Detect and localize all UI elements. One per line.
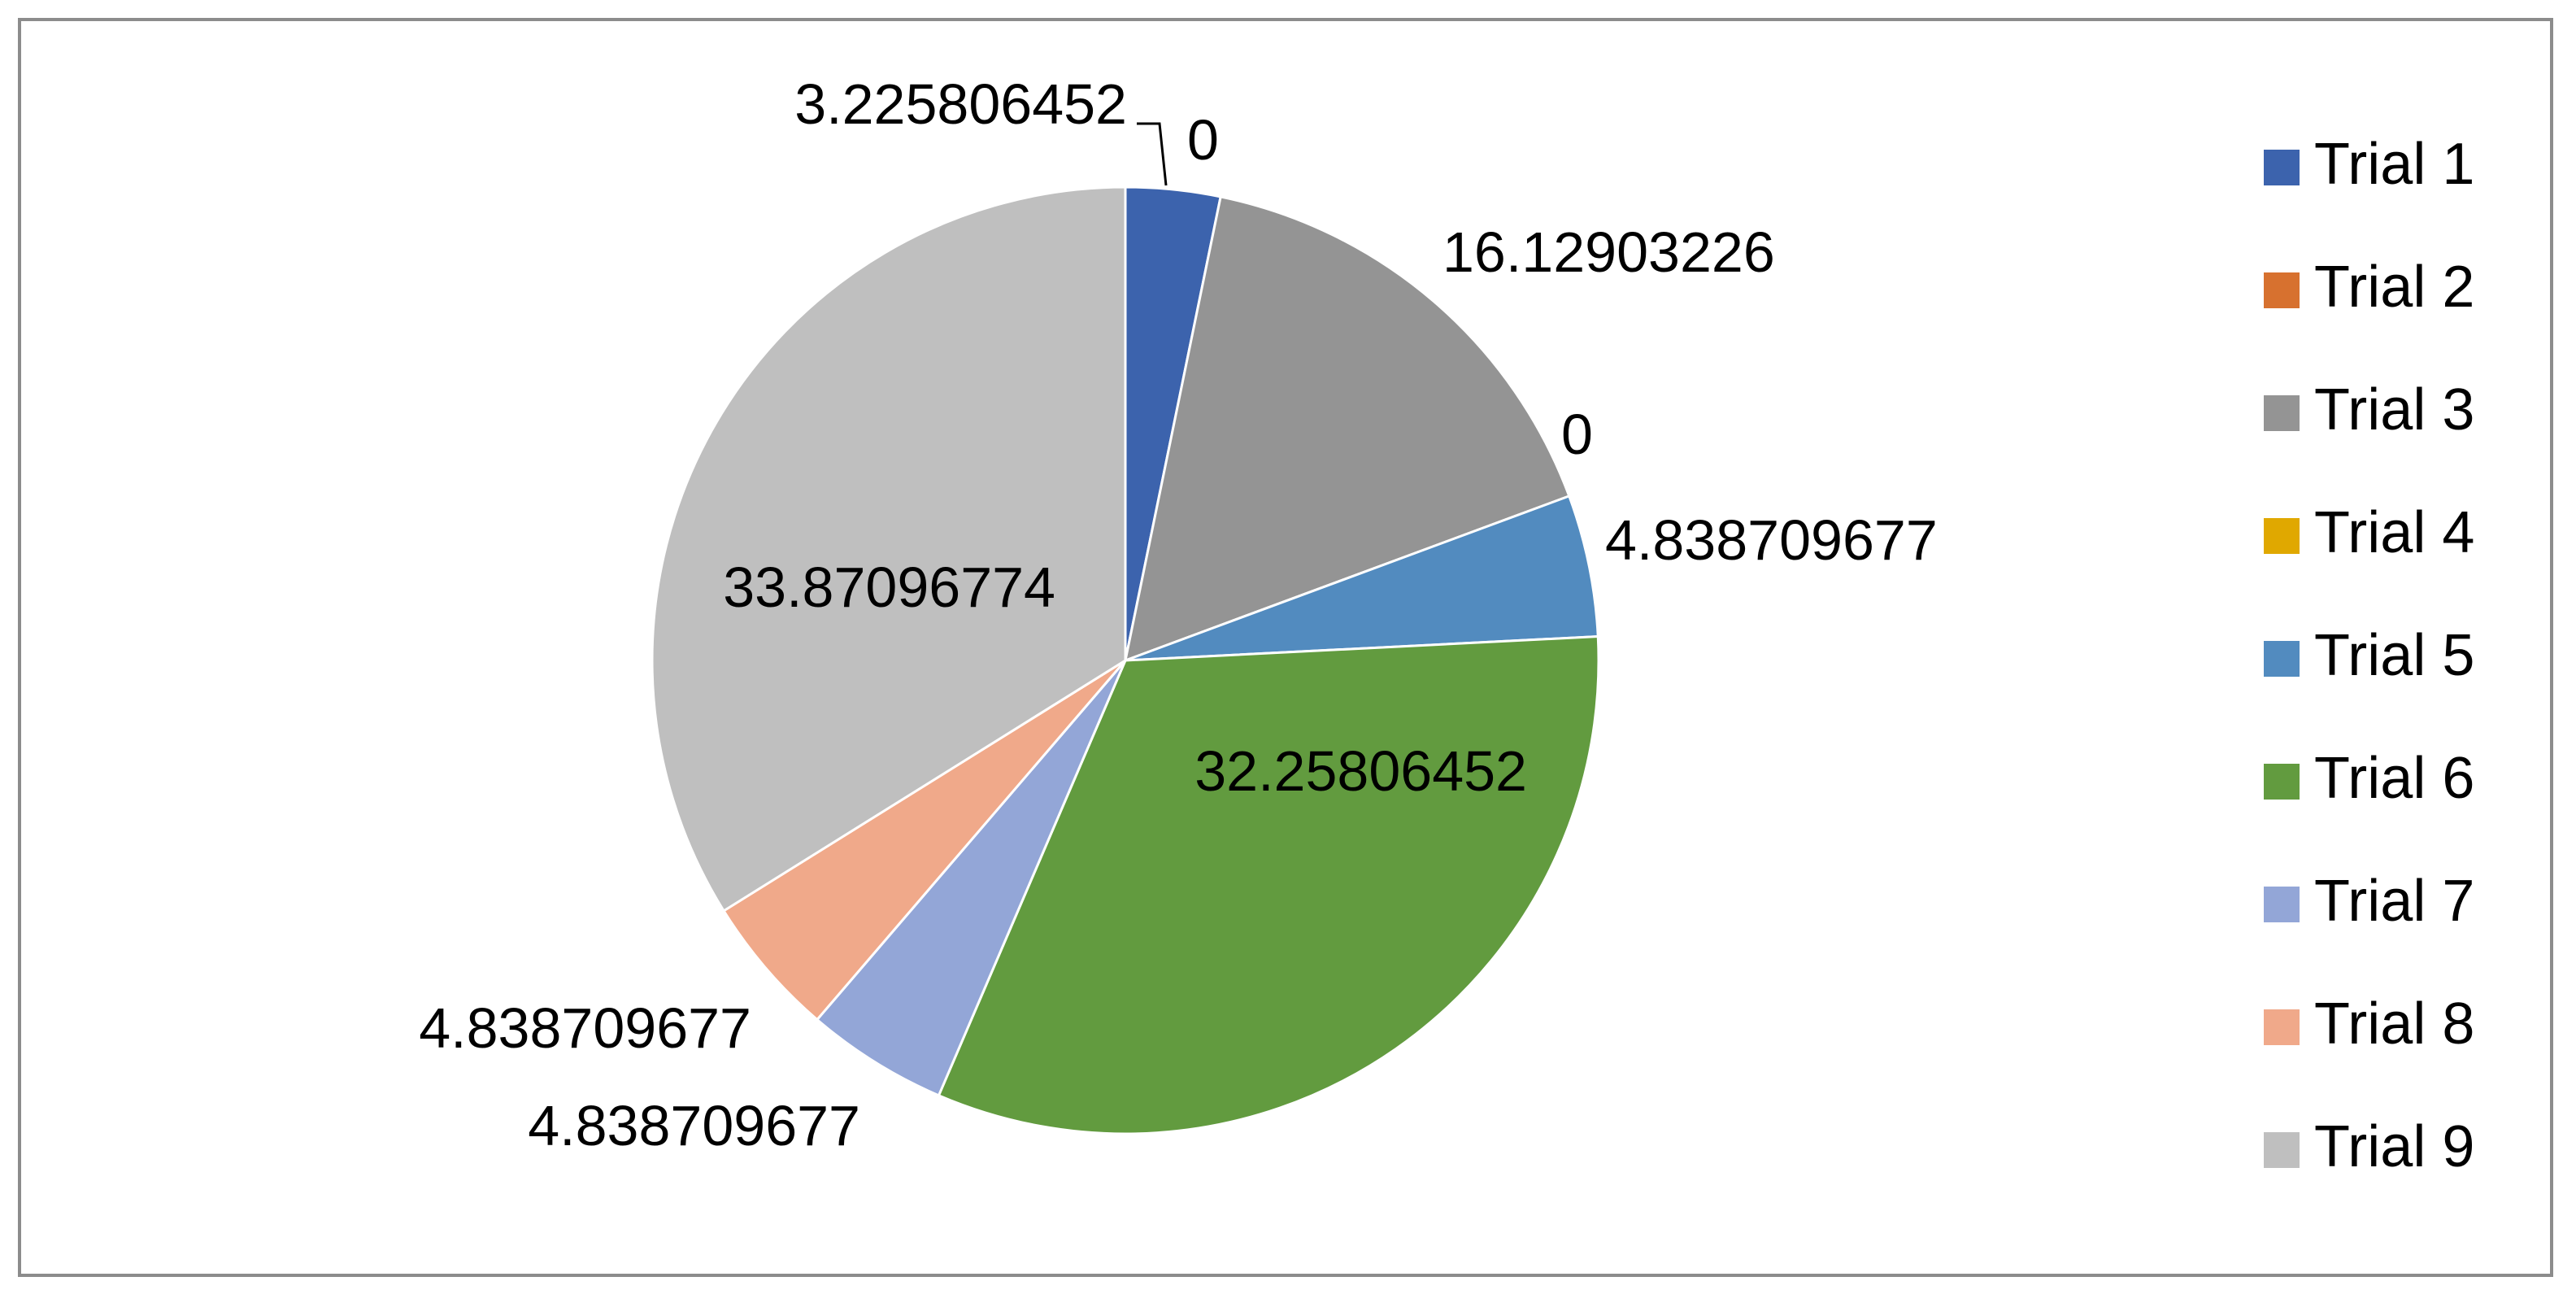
- legend-swatch-trial-5: [2264, 641, 2300, 677]
- legend-label-trial-9: Trial 9: [2314, 1114, 2474, 1179]
- legend-swatch-trial-1: [2264, 150, 2300, 185]
- legend-item-trial-1: Trial 1: [2264, 132, 2474, 197]
- legend-item-trial-8: Trial 8: [2264, 991, 2474, 1057]
- legend: Trial 1 Trial 2 Trial 3 Trial 4 Trial 5 Trial…: [2264, 132, 2474, 1179]
- data-label-trial-2: 0: [1187, 108, 1219, 172]
- leader-line-trial-1: [1137, 122, 1168, 186]
- legend-label-trial-4: Trial 4: [2314, 500, 2474, 565]
- legend-label-trial-2: Trial 2: [2314, 255, 2474, 320]
- legend-swatch-trial-2: [2264, 272, 2300, 308]
- pie-slice-trial-6: [937, 634, 1600, 1135]
- legend-label-trial-1: Trial 1: [2314, 132, 2474, 197]
- legend-label-trial-6: Trial 6: [2314, 746, 2474, 811]
- data-label-trial-8: 4.838709677: [419, 996, 751, 1060]
- legend-label-trial-7: Trial 7: [2314, 869, 2474, 934]
- legend-item-trial-5: Trial 5: [2264, 623, 2474, 688]
- pie-slices: [651, 185, 1600, 1135]
- legend-swatch-trial-9: [2264, 1132, 2300, 1168]
- legend-label-trial-3: Trial 3: [2314, 377, 2474, 442]
- data-labels: 3.225806452016.1290322604.83870967732.25…: [419, 72, 1938, 1157]
- legend-item-trial-7: Trial 7: [2264, 869, 2474, 934]
- legend-swatch-trial-6: [2264, 764, 2300, 800]
- pie-slice-trial-7: [815, 660, 1127, 1097]
- pie-slice-trial-5: [1125, 494, 1599, 662]
- data-label-trial-6: 32.25806452: [1194, 739, 1527, 803]
- pie-slice-trial-8: [722, 659, 1127, 1022]
- legend-label-trial-5: Trial 5: [2314, 623, 2474, 688]
- data-label-trial-3: 16.12903226: [1442, 220, 1775, 284]
- legend-swatch-trial-8: [2264, 1009, 2300, 1045]
- legend-item-trial-2: Trial 2: [2264, 255, 2474, 320]
- legend-item-trial-9: Trial 9: [2264, 1114, 2474, 1179]
- legend-item-trial-3: Trial 3: [2264, 377, 2474, 442]
- legend-swatch-trial-7: [2264, 887, 2300, 922]
- legend-item-trial-6: Trial 6: [2264, 746, 2474, 811]
- legend-label-trial-8: Trial 8: [2314, 991, 2474, 1057]
- data-label-trial-5: 4.838709677: [1605, 508, 1938, 572]
- data-label-trial-9: 33.87096774: [723, 556, 1055, 619]
- legend-swatch-trial-3: [2264, 395, 2300, 431]
- legend-item-trial-4: Trial 4: [2264, 500, 2474, 565]
- data-label-trial-4: 0: [1561, 403, 1593, 466]
- leader-lines: [1137, 122, 1168, 186]
- pie-slice-trial-9: [651, 185, 1127, 913]
- data-label-trial-1: 3.225806452: [794, 72, 1127, 136]
- pie-slice-trial-3: [1123, 195, 1571, 663]
- data-label-trial-7: 4.838709677: [528, 1094, 860, 1157]
- legend-swatch-trial-4: [2264, 518, 2300, 554]
